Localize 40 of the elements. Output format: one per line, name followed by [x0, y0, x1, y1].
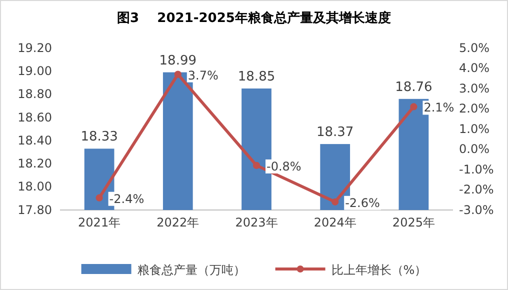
- point: [174, 70, 182, 78]
- data-label: 18.76: [395, 80, 432, 95]
- y2-tick-label: 3.0%: [459, 81, 490, 96]
- x-tick-label: 2025年: [392, 216, 435, 230]
- y2-tick-label: -3.0%: [459, 202, 494, 217]
- y-tick-label: 18.00: [18, 180, 52, 194]
- point: [96, 194, 103, 202]
- point: [332, 198, 339, 206]
- y2-tick-label: 5.0%: [459, 40, 490, 55]
- y-tick-label: 18.40: [18, 133, 52, 148]
- y2-tick-label: 1.0%: [459, 122, 490, 136]
- data-label: -2.4%: [109, 192, 144, 206]
- data-label: 3.7%: [188, 68, 218, 82]
- x-tick-label: 2022年: [156, 216, 200, 230]
- x-tick-label: 2023年: [235, 216, 278, 230]
- y2-tick-label: 4.0%: [459, 61, 490, 76]
- y2-tick-label: 0.0%: [459, 142, 490, 156]
- data-label: 18.99: [159, 53, 197, 68]
- legend-label: 比上年增长（%）: [331, 263, 427, 277]
- legend-label: 粮食总产量（万吨）: [137, 263, 246, 277]
- y2-tick-label: 2.0%: [459, 102, 490, 116]
- y-tick-label: 19.20: [18, 40, 52, 55]
- data-label: 2.1%: [424, 100, 454, 115]
- y-tick-label: 18.60: [18, 110, 52, 124]
- y-tick-label: 17.80: [18, 202, 52, 217]
- point: [410, 103, 418, 110]
- data-label: -2.6%: [345, 196, 380, 210]
- data-label: -0.8%: [266, 159, 302, 174]
- chart-title: 图3 2021-2025年粮食总产量及其增长速度: [117, 10, 391, 26]
- x-tick-label: 2021年: [78, 216, 121, 230]
- y-tick-label: 18.20: [18, 156, 52, 171]
- data-label: 18.37: [316, 125, 354, 140]
- point: [252, 162, 260, 170]
- y2-tick-label: -1.0%: [459, 162, 494, 176]
- y-tick-label: 19.00: [18, 64, 52, 78]
- x-tick-label: 2024年: [314, 216, 356, 230]
- y2-tick-label: -2.0%: [459, 182, 494, 197]
- y-tick-label: 18.80: [18, 87, 52, 102]
- data-label: 18.33: [80, 130, 118, 145]
- data-label: 18.85: [238, 70, 276, 84]
